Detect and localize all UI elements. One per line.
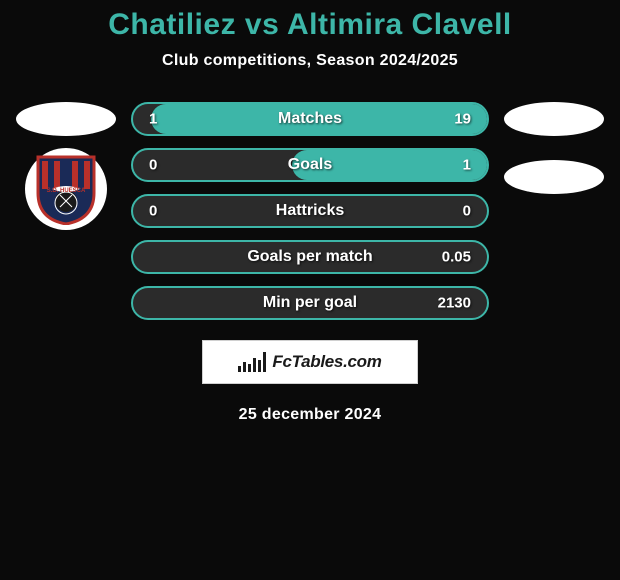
stat-bars: 1 Matches 19 0 Goals 1 0 Hattricks 0 Goals per ma… [131,102,489,320]
huesca-crest-icon: S.D. HUESCA [36,153,96,225]
stat-value-left: 0 [149,157,157,174]
stat-value-right: 0.05 [442,249,471,266]
fctables-logo[interactable]: FcTables.com [202,340,418,384]
right-player-avatar-placeholder [504,102,604,136]
stat-value-left: 1 [149,111,157,128]
stat-bar: 0 Goals 1 [131,148,489,182]
right-player-club-placeholder [504,160,604,194]
stat-value-right: 1 [463,157,471,174]
stat-bar: 0 Hattricks 0 [131,194,489,228]
svg-text:S.D. HUESCA: S.D. HUESCA [47,188,86,194]
left-player-club-badge: S.D. HUESCA [25,148,107,230]
footer-brand-text: FcTables.com [272,352,381,372]
chart-bars-icon [238,352,266,372]
page-title: Chatiliez vs Altimira Clavell [0,8,620,42]
stat-value-right: 19 [454,111,471,128]
widget-root: Chatiliez vs Altimira Clavell Club compe… [0,0,620,424]
stat-label: Goals [288,156,332,174]
stat-bar: Goals per match 0.05 [131,240,489,274]
left-player-avatar-placeholder [16,102,116,136]
stat-value-right: 0 [463,203,471,220]
stat-bar: 1 Matches 19 [131,102,489,136]
stat-label: Hattricks [276,202,344,220]
stat-bar: Min per goal 2130 [131,286,489,320]
stat-label: Min per goal [263,294,357,312]
stat-label: Goals per match [247,248,372,266]
stats-area: S.D. HUESCA 1Matches190Goals10Hattricks0… [0,102,620,320]
stat-value-left: 0 [149,203,157,220]
stat-label: Matches [278,110,342,128]
stat-value-right: 2130 [438,295,471,312]
left-player-column: S.D. HUESCA [11,102,121,230]
right-player-column [499,102,609,194]
subtitle: Club competitions, Season 2024/2025 [0,52,620,70]
footer-date: 25 december 2024 [0,406,620,424]
